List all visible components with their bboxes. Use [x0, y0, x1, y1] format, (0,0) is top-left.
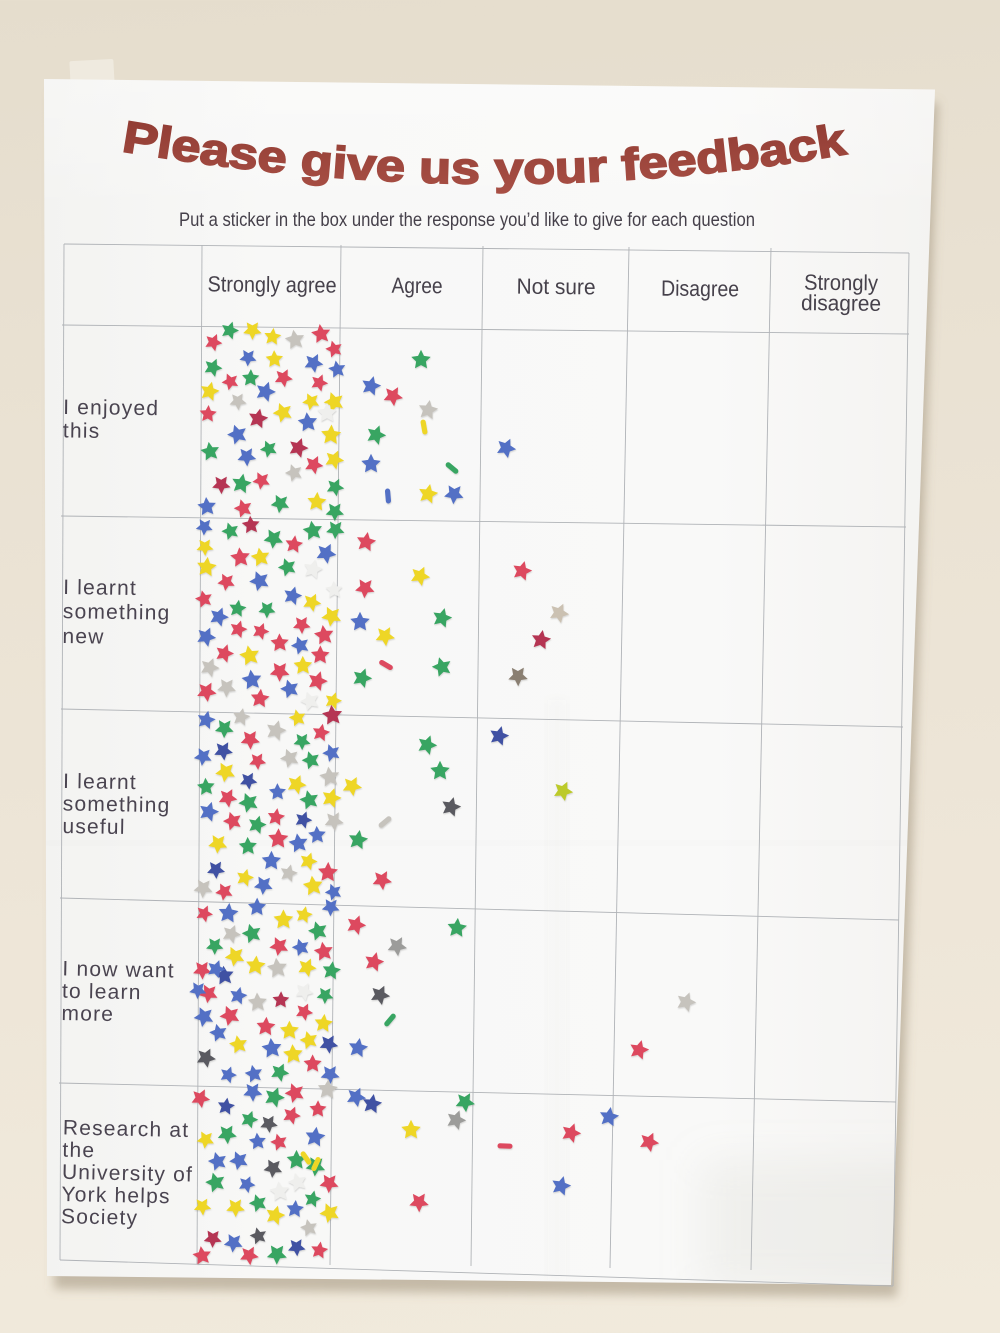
svg-text:Strongly agree: Strongly agree [207, 271, 336, 297]
svg-text:new: new [62, 625, 104, 649]
svg-text:more: more [61, 1002, 114, 1026]
svg-text:I learnt: I learnt [63, 576, 137, 600]
svg-text:York helps: York helps [61, 1183, 171, 1208]
svg-text:the: the [62, 1139, 95, 1163]
svg-text:Strongly: Strongly [804, 270, 878, 296]
svg-text:Society: Society [61, 1205, 139, 1230]
svg-text:Put a sticker in the box under: Put a sticker in the box under the respo… [179, 209, 755, 231]
svg-text:I learnt: I learnt [63, 770, 137, 794]
svg-text:Agree: Agree [391, 273, 442, 299]
svg-text:disagree: disagree [801, 290, 881, 316]
svg-text:something: something [63, 792, 171, 817]
svg-text:to learn: to learn [62, 980, 142, 1005]
svg-text:Research at: Research at [63, 1116, 190, 1142]
svg-text:I now want: I now want [62, 957, 175, 982]
svg-text:Not sure: Not sure [516, 274, 595, 300]
svg-text:University of: University of [62, 1161, 194, 1187]
svg-text:I enjoyed: I enjoyed [63, 396, 159, 420]
svg-text:this: this [63, 419, 101, 442]
svg-text:something: something [63, 600, 171, 625]
svg-text:useful: useful [62, 815, 126, 839]
svg-text:Disagree: Disagree [661, 276, 739, 302]
